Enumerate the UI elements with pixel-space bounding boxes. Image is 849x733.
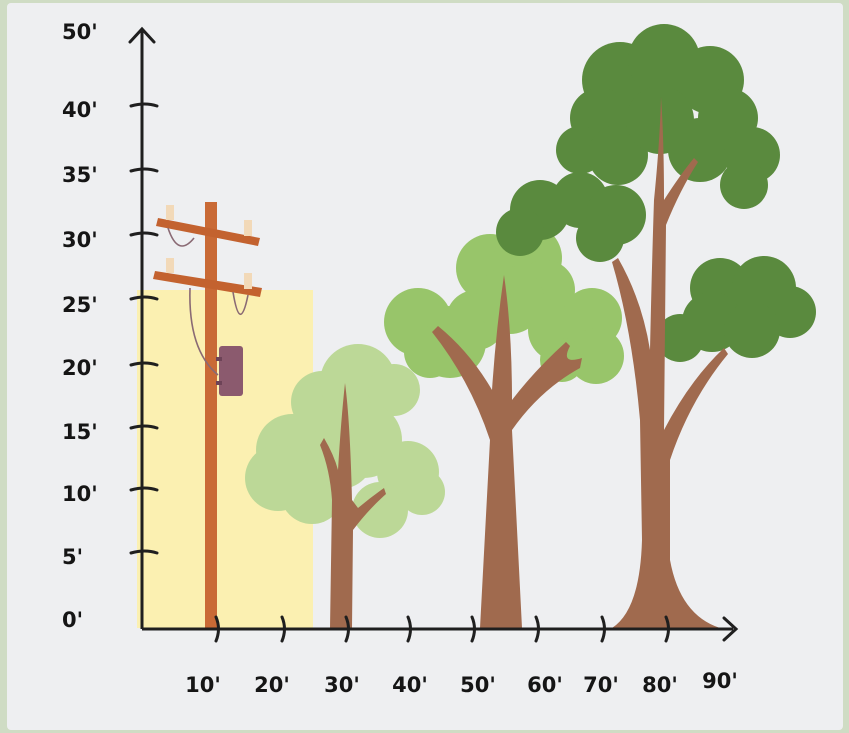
medium-tree-foliage <box>384 224 624 384</box>
x-axis-arrow <box>722 616 739 642</box>
small-tree-trunk <box>320 383 386 628</box>
y-axis-ticks: 0' 5' 10' 15' 20' 25' 30' 35' 40' 50' <box>62 20 159 632</box>
large-tree <box>496 24 816 628</box>
y-tick-label: 35' <box>62 163 98 187</box>
x-tick-label: 50' <box>460 673 496 697</box>
y-tick-mark <box>129 361 159 367</box>
y-tick-label: 5' <box>62 545 83 569</box>
transformer-bracket <box>216 381 222 385</box>
y-tick-mark <box>129 167 159 173</box>
y-tick-mark <box>129 486 159 492</box>
large-tree-trunk <box>612 97 728 628</box>
x-tick-mark <box>470 615 476 643</box>
power-line <box>189 287 219 376</box>
y-tick-mark <box>129 549 159 555</box>
x-tick-mark <box>600 615 606 643</box>
axes <box>128 26 739 642</box>
y-axis-arrow <box>128 26 156 44</box>
x-tick-label: 80' <box>642 673 678 697</box>
lower-crossarm <box>153 271 262 297</box>
y-tick-label: 25' <box>62 293 98 317</box>
transformer <box>219 346 243 396</box>
y-tick-mark <box>129 295 159 301</box>
x-tick-mark <box>664 615 670 643</box>
x-tick-mark <box>280 615 286 643</box>
pole-shaft <box>205 202 217 630</box>
y-tick-label: 30' <box>62 228 98 252</box>
insulator <box>166 205 174 220</box>
y-tick-label: 50' <box>62 20 98 44</box>
x-tick-mark <box>214 615 220 643</box>
upper-crossarm <box>156 218 260 246</box>
utility-pole <box>153 202 262 630</box>
x-tick-label: 20' <box>254 673 290 697</box>
medium-tree-trunk <box>432 275 582 628</box>
x-tick-label: 10' <box>185 673 221 697</box>
insulator <box>244 220 252 236</box>
y-tick-label: 0' <box>62 608 83 632</box>
y-tick-mark <box>129 424 159 430</box>
y-tick-label: 15' <box>62 420 98 444</box>
y-tick-label: 20' <box>62 356 98 380</box>
transformer-bracket <box>216 357 222 361</box>
y-tick-mark <box>129 231 159 237</box>
y-tick-mark <box>129 102 159 108</box>
x-tick-label: 40' <box>392 673 428 697</box>
x-tick-mark <box>406 615 412 643</box>
medium-tree <box>384 224 624 628</box>
x-tick-label: 90' <box>702 669 738 693</box>
x-tick-label: 60' <box>527 673 563 697</box>
y-tick-label: 40' <box>62 98 98 122</box>
x-axis-ticks: 10' 20' 30' 40' 50' 60' 70' 80' 90' <box>185 615 738 697</box>
large-tree-foliage <box>496 24 816 362</box>
small-tree <box>245 344 445 628</box>
x-tick-label: 70' <box>583 673 619 697</box>
x-tick-label: 30' <box>324 673 360 697</box>
power-line <box>232 291 249 316</box>
x-tick-mark <box>344 615 350 643</box>
x-tick-mark <box>534 615 540 643</box>
power-line <box>167 227 195 247</box>
insulator <box>244 273 252 289</box>
y-tick-label: 10' <box>62 482 98 506</box>
insulator <box>166 258 174 273</box>
